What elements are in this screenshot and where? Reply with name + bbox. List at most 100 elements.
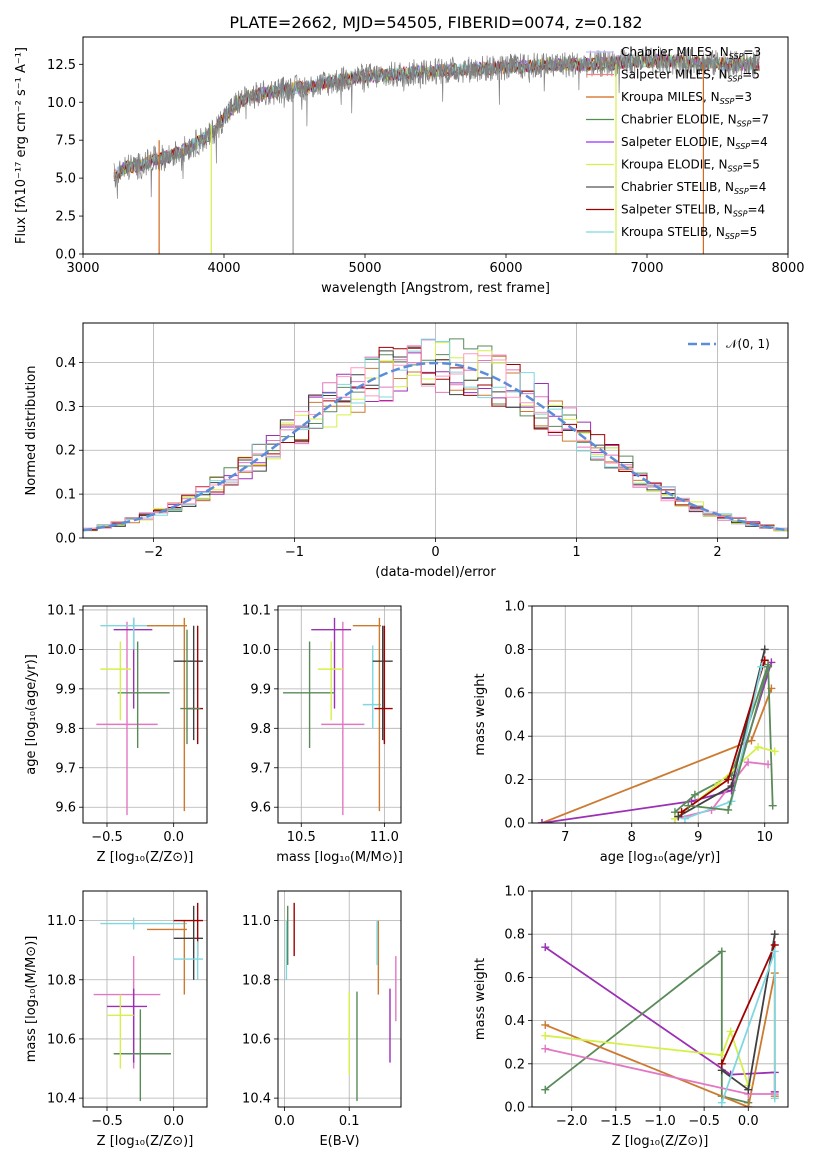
- y-tick-label: 0.0: [55, 532, 76, 547]
- weight-line: [545, 1028, 750, 1086]
- weight-line: [720, 944, 776, 1065]
- y-tick-label: 9.9: [250, 682, 271, 697]
- figure-title: PLATE=2662, MJD=54505, FIBERID=0074, z=0…: [229, 13, 642, 32]
- y-tick-label: 11.0: [47, 914, 76, 929]
- mass-vs-Z-panel: −0.5 0.0 10.4 10.6 10.8 11.0 Z [log₁₀(Z/Z⊙)] ma…: [24, 890, 208, 1149]
- weight-marker: [674, 812, 683, 821]
- legend-label: Salpeter STELIB, NSSP=4: [621, 203, 765, 219]
- y-tick-label: 0.6: [504, 971, 525, 986]
- x-tick-label: 6000: [489, 261, 522, 276]
- y-tick-label: 9.7: [250, 761, 271, 776]
- x-tick-label: 4000: [207, 261, 240, 276]
- x-axis-label: wavelength [Angstrom, rest frame]: [321, 281, 550, 296]
- x-tick-label: 10.5: [287, 830, 316, 845]
- y-tick-label: 10.8: [242, 973, 271, 988]
- weight-line: [544, 949, 749, 1104]
- axes-frame: [277, 605, 402, 824]
- errorbar-point: [187, 625, 203, 745]
- y-tick-label: 0.2: [55, 444, 76, 459]
- y-tick-label: 1.0: [504, 885, 525, 900]
- x-axis-label: Z [log₁₀(Z/Z⊙)]: [97, 1134, 194, 1149]
- x-tick-label: 0.0: [274, 1114, 295, 1129]
- y-tick-label: 0.6: [504, 686, 525, 701]
- weight-marker: [717, 1098, 726, 1107]
- axes-frame: [531, 605, 789, 824]
- weight-marker: [717, 1051, 726, 1060]
- x-tick-label: −0.5: [688, 1114, 720, 1129]
- observed-spectrum-line: [113, 47, 760, 199]
- legend-label: Kroupa STELIB, NSSP=5: [621, 225, 757, 241]
- axes-frame: [277, 890, 402, 1108]
- legend-label: Kroupa MILES, NSSP=3: [621, 90, 752, 106]
- y-axis-label: age [log₁₀(age/yr)]: [24, 654, 39, 775]
- errorbar-point: [173, 941, 203, 980]
- weight-marker: [537, 819, 546, 823]
- weight-marker: [744, 1085, 753, 1094]
- y-axis-label: mass weight: [473, 958, 488, 1040]
- y-tick-label: 10.1: [242, 603, 271, 618]
- spectrum-panel: 3000 4000 5000 6000 7000 8000 0.0 2.5 5.0 7.5 10.0…: [14, 36, 805, 296]
- y-tick-label: 0.8: [504, 643, 525, 658]
- y-tick-label: 0.0: [504, 1101, 525, 1116]
- x-tick-label: 9: [694, 830, 702, 845]
- y-tick-label: 9.9: [55, 682, 76, 697]
- y-tick-label: 10.0: [47, 96, 76, 111]
- x-axis-label: Z [log₁₀(Z/Z⊙)]: [97, 850, 194, 865]
- axes-frame: [531, 890, 789, 1108]
- y-axis-label: Normed distribution: [24, 366, 39, 496]
- y-tick-label: 9.8: [250, 722, 271, 737]
- errorbar-point: [107, 988, 147, 1063]
- y-tick-label: 12.5: [47, 58, 76, 73]
- weight-series: [537, 645, 779, 823]
- age-vs-Z-panel: −0.5 0.0 9.6 9.7 9.8 9.9 10.0 10.1 Z [log₁₀(Z/Z⊙…: [24, 603, 208, 865]
- weight-marker: [770, 747, 779, 756]
- errorbar-point: [321, 621, 365, 816]
- x-tick-label: −2: [144, 545, 163, 560]
- weight-marker: [541, 1044, 550, 1053]
- y-tick-label: 10.4: [47, 1092, 76, 1107]
- y-tick-label: 10.8: [47, 973, 76, 988]
- x-tick-label: −2.0: [556, 1114, 588, 1129]
- x-tick-label: 2: [713, 545, 721, 560]
- mass-vs-ebv-panel: 0.0 0.1 10.4 10.6 10.8 11.0 E(B-V): [242, 890, 402, 1149]
- errorbar-point: [147, 920, 187, 995]
- weight-marker: [724, 805, 733, 814]
- x-tick-label: 0: [431, 545, 439, 560]
- errorbar-point: [113, 1009, 171, 1102]
- weight-marker: [726, 1027, 735, 1036]
- legend-label: Chabrier ELODIE, NSSP=7: [621, 113, 769, 129]
- residuals-panel: −2 −1 0 1 2 0.0 0.1 0.2 0.3 0.4 (data-model)/error…: [24, 322, 789, 580]
- weight-marker: [760, 645, 769, 654]
- axes-frame: [82, 36, 789, 255]
- y-axis-label: mass weight: [473, 673, 488, 755]
- y-tick-label: 0.2: [504, 773, 525, 788]
- weight-marker: [744, 1103, 753, 1107]
- weight-marker: [541, 943, 550, 952]
- x-tick-label: 7: [561, 830, 569, 845]
- x-tick-label: 0.0: [738, 1114, 759, 1129]
- y-tick-label: 9.6: [55, 801, 76, 816]
- errorbar-series: [96, 617, 203, 816]
- y-tick-label: 0.3: [55, 400, 76, 415]
- y-tick-label: 9.8: [55, 722, 76, 737]
- x-tick-label: −1: [285, 545, 304, 560]
- weight-line: [541, 662, 773, 823]
- weight-vs-Z-panel: −2.0 −1.5 −1.0 −0.5 0.0 0.0 0.2 0.4 0.6 0.8 1.0 Z […: [473, 885, 789, 1149]
- errorbar-point: [362, 645, 382, 729]
- weight-marker: [744, 758, 753, 767]
- errorbar-point: [100, 641, 131, 721]
- y-tick-label: 0.2: [504, 1057, 525, 1072]
- axes-frame: [82, 322, 789, 539]
- legend-label: Chabrier STELIB, NSSP=4: [621, 180, 766, 196]
- errorbar-point: [180, 629, 201, 745]
- errorbar-point: [374, 625, 393, 745]
- x-tick-label: 8: [628, 830, 636, 845]
- y-tick-label: 10.6: [242, 1032, 271, 1047]
- x-axis-label: Z [log₁₀(Z/Z⊙)]: [612, 1134, 709, 1149]
- x-axis-label: (data-model)/error: [375, 565, 496, 580]
- weight-marker: [747, 736, 756, 745]
- age-vs-mass-panel: 10.5 11.0 9.6 9.7 9.8 9.9 10.0 10.1 mass [log₁₀(…: [242, 603, 403, 865]
- x-tick-label: 10: [756, 830, 773, 845]
- x-tick-label: 0.0: [163, 1114, 184, 1129]
- y-tick-label: 10.4: [242, 1092, 271, 1107]
